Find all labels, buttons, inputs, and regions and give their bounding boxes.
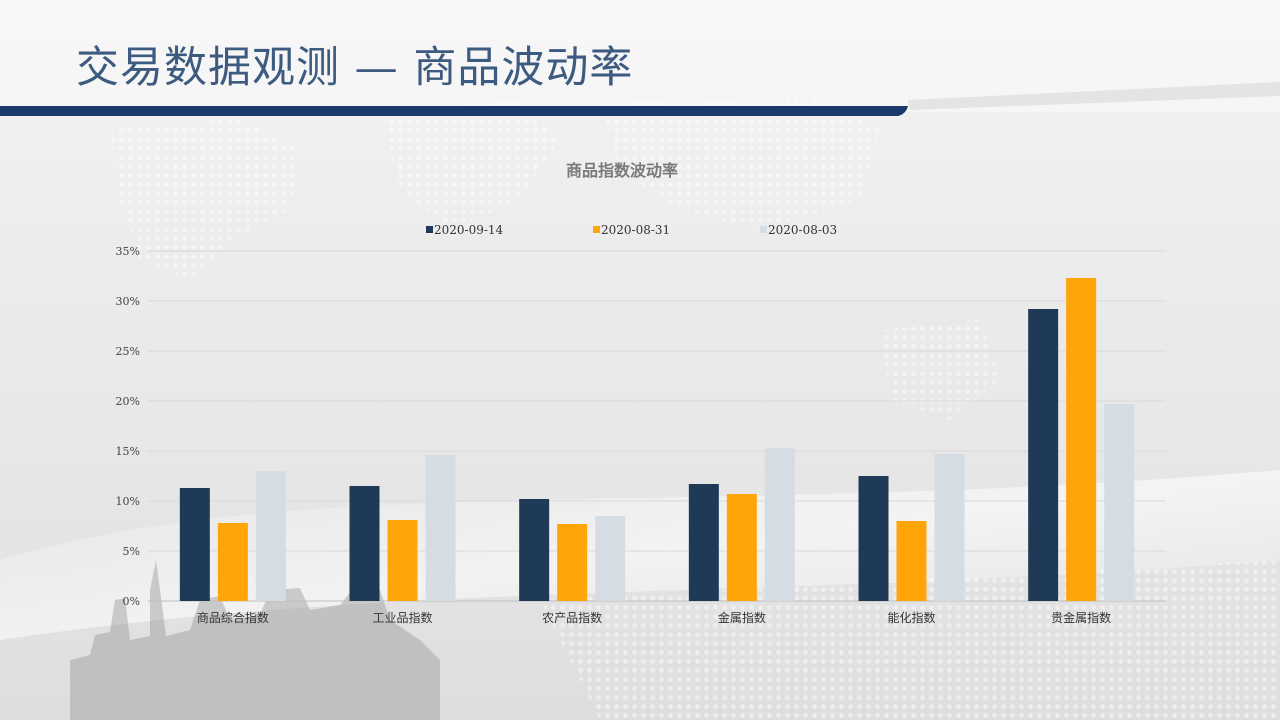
bar-3-3 <box>595 516 626 601</box>
bar-2-6 <box>1066 278 1097 601</box>
y-tick-label: 25% <box>116 345 140 358</box>
y-tick-label: 15% <box>116 445 140 458</box>
x-category-label: 金属指数 <box>718 610 766 625</box>
x-category-label: 商品综合指数 <box>197 610 269 625</box>
legend-label: 2020-09-14 <box>434 223 504 237</box>
bar-3-2 <box>425 455 456 601</box>
bar-1-1 <box>179 488 210 601</box>
legend-label: 2020-08-03 <box>768 223 837 237</box>
y-tick-label: 35% <box>116 245 140 258</box>
bar-2-4 <box>726 494 757 601</box>
legend-swatch <box>426 226 433 233</box>
legend: 2020-09-14 2020-08-31 2020-08-03 <box>426 223 837 237</box>
bars <box>179 278 1135 601</box>
bar-3-1 <box>255 471 286 601</box>
skyline-silhouette <box>70 560 440 720</box>
legend-label: 2020-08-31 <box>601 223 670 237</box>
bar-2-2 <box>387 520 418 601</box>
y-tick-label: 5% <box>123 545 140 558</box>
bar-2-3 <box>557 524 588 601</box>
y-tick-label: 10% <box>116 495 140 508</box>
gridlines <box>148 250 1166 602</box>
bar-3-5 <box>934 454 965 601</box>
y-axis-ticks: 0% 5% 10% 15% 20% 25% 30% 35% <box>116 245 140 608</box>
bar-1-4 <box>688 484 719 601</box>
world-map-dots <box>110 95 1000 420</box>
x-category-label: 农产品指数 <box>542 610 602 625</box>
x-category-label: 工业品指数 <box>372 610 432 625</box>
legend-swatch <box>593 226 600 233</box>
x-category-label: 能化指数 <box>887 610 935 625</box>
y-tick-label: 0% <box>123 595 140 608</box>
bar-1-2 <box>349 486 380 601</box>
x-category-label: 贵金属指数 <box>1051 610 1111 625</box>
x-axis-categories: 商品综合指数 工业品指数 农产品指数 金属指数 能化指数 贵金属指数 <box>197 610 1111 625</box>
chart-title: 商品指数波动率 <box>566 161 678 180</box>
bar-2-1 <box>217 523 248 601</box>
y-tick-label: 20% <box>116 395 140 408</box>
bar-3-6 <box>1104 404 1135 601</box>
header-underline-bar <box>0 106 908 116</box>
bar-1-5 <box>858 476 889 601</box>
bar-2-5 <box>896 521 927 601</box>
page-title: 交易数据观测 — 商品波动率 <box>76 43 634 93</box>
legend-swatch <box>760 226 767 233</box>
bar-1-3 <box>519 499 550 601</box>
bar-1-6 <box>1028 309 1059 601</box>
bar-3-4 <box>764 448 795 601</box>
y-tick-label: 30% <box>116 295 140 308</box>
